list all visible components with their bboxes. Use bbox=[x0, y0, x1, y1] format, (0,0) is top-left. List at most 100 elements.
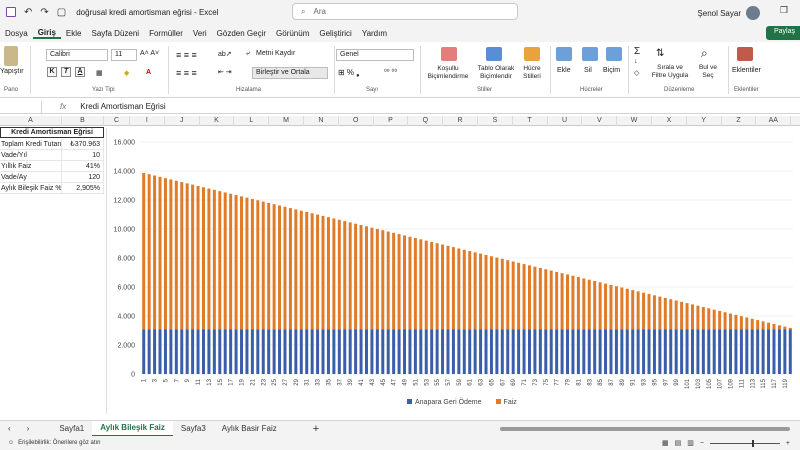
bar-interest[interactable] bbox=[294, 209, 298, 330]
bar-principal[interactable] bbox=[566, 329, 570, 374]
bar-principal[interactable] bbox=[435, 329, 439, 374]
bar-interest[interactable] bbox=[468, 251, 472, 330]
column-header[interactable]: T bbox=[513, 116, 548, 126]
column-header[interactable]: J bbox=[165, 116, 200, 126]
column-header[interactable]: C bbox=[104, 116, 130, 126]
bar-principal[interactable] bbox=[196, 329, 200, 374]
bar-interest[interactable] bbox=[723, 312, 727, 330]
bar-interest[interactable] bbox=[185, 183, 189, 330]
bar-interest[interactable] bbox=[533, 266, 537, 330]
redo-icon[interactable]: ↷ bbox=[40, 6, 49, 18]
tab-9[interactable]: Yardım bbox=[361, 28, 388, 38]
bar-principal[interactable] bbox=[316, 329, 320, 374]
column-header[interactable]: A bbox=[0, 116, 62, 126]
bar-interest[interactable] bbox=[517, 262, 521, 330]
bar-interest[interactable] bbox=[147, 174, 151, 330]
bar-interest[interactable] bbox=[310, 213, 314, 330]
bold-icon[interactable]: K bbox=[47, 67, 57, 77]
accessibility-status[interactable]: Erişilebilirlik: Önerilere göz atın bbox=[18, 440, 101, 446]
sheet-tab[interactable]: Sayfa1 bbox=[59, 424, 85, 433]
bar-interest[interactable] bbox=[250, 198, 254, 330]
column-header[interactable]: S bbox=[478, 116, 513, 126]
bar-principal[interactable] bbox=[593, 329, 597, 374]
bar-principal[interactable] bbox=[517, 329, 521, 374]
bar-interest[interactable] bbox=[169, 179, 173, 330]
undo-icon[interactable]: ↶ bbox=[24, 6, 33, 18]
bar-principal[interactable] bbox=[636, 329, 640, 374]
bar-principal[interactable] bbox=[658, 329, 662, 374]
bar-interest[interactable] bbox=[326, 217, 330, 330]
bar-principal[interactable] bbox=[587, 329, 591, 374]
bar-principal[interactable] bbox=[158, 329, 162, 374]
column-header[interactable]: Q bbox=[408, 116, 444, 126]
row-label[interactable]: Yıllık Faiz bbox=[0, 161, 62, 172]
bar-principal[interactable] bbox=[310, 329, 314, 374]
sort-filter-button[interactable]: Sırala ve Filtre Uygula bbox=[651, 64, 689, 79]
bar-principal[interactable] bbox=[326, 329, 330, 374]
bar-interest[interactable] bbox=[604, 283, 608, 330]
bar-principal[interactable] bbox=[283, 329, 287, 374]
bar-interest[interactable] bbox=[375, 228, 379, 330]
bar-principal[interactable] bbox=[419, 329, 423, 374]
row-label[interactable]: Vade/Ay bbox=[0, 172, 62, 183]
tab-6[interactable]: Gözden Geçir bbox=[216, 28, 267, 38]
bar-principal[interactable] bbox=[739, 329, 743, 374]
sheet-tab-active[interactable]: Aylık Bileşik Faiz bbox=[92, 420, 173, 437]
bar-principal[interactable] bbox=[642, 329, 646, 374]
bar-principal[interactable] bbox=[381, 329, 385, 374]
bar-interest[interactable] bbox=[479, 253, 483, 330]
bar-principal[interactable] bbox=[500, 329, 504, 374]
column-header[interactable]: B bbox=[62, 116, 104, 126]
find-select-button[interactable]: Bul ve Seç bbox=[698, 64, 718, 79]
sheet-nav-prev-icon[interactable]: ‹ bbox=[8, 424, 11, 433]
bar-principal[interactable] bbox=[734, 329, 738, 374]
bar-principal[interactable] bbox=[451, 329, 455, 374]
column-header[interactable]: U bbox=[548, 116, 583, 126]
bar-interest[interactable] bbox=[511, 261, 515, 330]
bar-principal[interactable] bbox=[272, 329, 276, 374]
bar-interest[interactable] bbox=[435, 243, 439, 330]
bar-principal[interactable] bbox=[767, 329, 771, 374]
italic-icon[interactable]: T bbox=[61, 67, 71, 77]
bar-principal[interactable] bbox=[544, 329, 548, 374]
bar-interest[interactable] bbox=[229, 193, 233, 330]
bar-principal[interactable] bbox=[652, 329, 656, 374]
bar-principal[interactable] bbox=[696, 329, 700, 374]
bar-interest[interactable] bbox=[278, 205, 282, 330]
autosum-icon[interactable]: Σ bbox=[634, 46, 641, 57]
bar-interest[interactable] bbox=[631, 290, 635, 330]
column-header[interactable]: AA bbox=[756, 116, 792, 126]
tab-3[interactable]: Sayfa Düzeni bbox=[91, 28, 140, 38]
borders-icon[interactable]: ▦ bbox=[96, 70, 103, 77]
bar-interest[interactable] bbox=[299, 210, 303, 330]
bar-interest[interactable] bbox=[386, 231, 390, 330]
bar-principal[interactable] bbox=[788, 329, 792, 374]
bar-principal[interactable] bbox=[527, 329, 531, 374]
user-account[interactable]: Şenol Sayar bbox=[697, 6, 760, 20]
add-sheet-icon[interactable]: + bbox=[312, 422, 320, 435]
bar-principal[interactable] bbox=[484, 329, 488, 374]
bar-principal[interactable] bbox=[479, 329, 483, 374]
bar-interest[interactable] bbox=[413, 238, 417, 330]
column-header[interactable]: O bbox=[339, 116, 374, 126]
bar-interest[interactable] bbox=[305, 211, 309, 330]
bar-principal[interactable] bbox=[250, 329, 254, 374]
bar-principal[interactable] bbox=[506, 329, 510, 374]
bar-interest[interactable] bbox=[707, 308, 711, 330]
bar-principal[interactable] bbox=[538, 329, 542, 374]
bar-interest[interactable] bbox=[674, 300, 678, 330]
bar-interest[interactable] bbox=[403, 235, 407, 330]
share-button[interactable]: Paylaş bbox=[766, 26, 800, 40]
bar-interest[interactable] bbox=[696, 305, 700, 330]
bar-interest[interactable] bbox=[756, 320, 760, 330]
bar-interest[interactable] bbox=[680, 301, 684, 330]
avatar[interactable] bbox=[746, 6, 760, 20]
bar-interest[interactable] bbox=[348, 222, 352, 330]
bar-interest[interactable] bbox=[261, 201, 265, 330]
format-as-table-button[interactable]: Tablo Olarak Biçimlendir bbox=[477, 65, 515, 80]
wrap-text-icon[interactable]: ⤶ bbox=[246, 50, 250, 57]
currency-icon[interactable]: ⊞ % ❟ bbox=[338, 68, 360, 77]
bar-principal[interactable] bbox=[408, 329, 412, 374]
bar-principal[interactable] bbox=[218, 329, 222, 374]
column-header[interactable]: P bbox=[374, 116, 409, 126]
